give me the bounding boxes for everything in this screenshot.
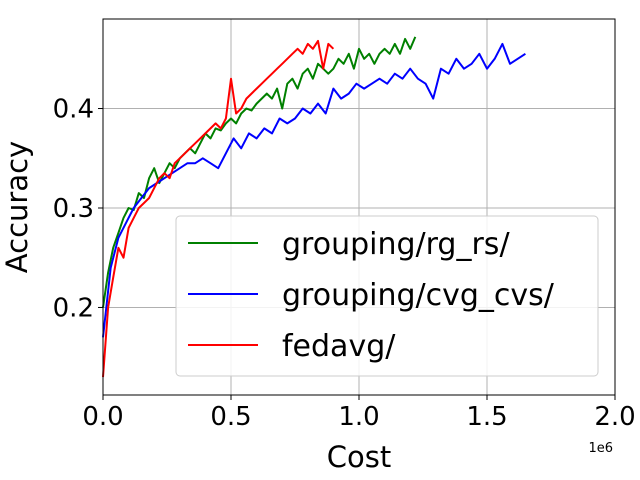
legend-label-rg-rs: grouping/rg_rs/ xyxy=(282,227,510,262)
series-line-grouping-rg-rs xyxy=(102,36,417,308)
series-line-grouping-cvg-cvs xyxy=(102,42,526,338)
x-axis-offset-label: 1e6 xyxy=(588,441,613,456)
x-tick-label: 1.5 xyxy=(466,402,507,432)
x-tick-label: 1.0 xyxy=(338,402,379,432)
legend: grouping/rg_rs/ grouping/cvg_cvs/ fedavg… xyxy=(175,215,599,377)
series-lines xyxy=(102,36,526,378)
x-tick-label: 0.5 xyxy=(210,402,251,432)
y-tick-label: 0.3 xyxy=(53,194,94,224)
legend-label-fedavg: fedavg/ xyxy=(282,329,396,364)
series-line-fedavg xyxy=(102,39,335,378)
x-tick-label: 0.0 xyxy=(82,402,123,432)
legend-label-cvg-cvs: grouping/cvg_cvs/ xyxy=(282,278,555,313)
y-tick-label: 0.2 xyxy=(53,293,94,323)
axis-ticks: 0.0 0.5 1.0 1.5 2.0 0.2 0.3 0.4 xyxy=(53,95,636,432)
y-tick-label: 0.4 xyxy=(53,95,94,125)
x-tick-label: 2.0 xyxy=(594,402,635,432)
y-axis-label: Accuracy xyxy=(0,141,34,273)
x-axis-label: Cost xyxy=(327,440,391,474)
legend-box xyxy=(175,215,599,377)
